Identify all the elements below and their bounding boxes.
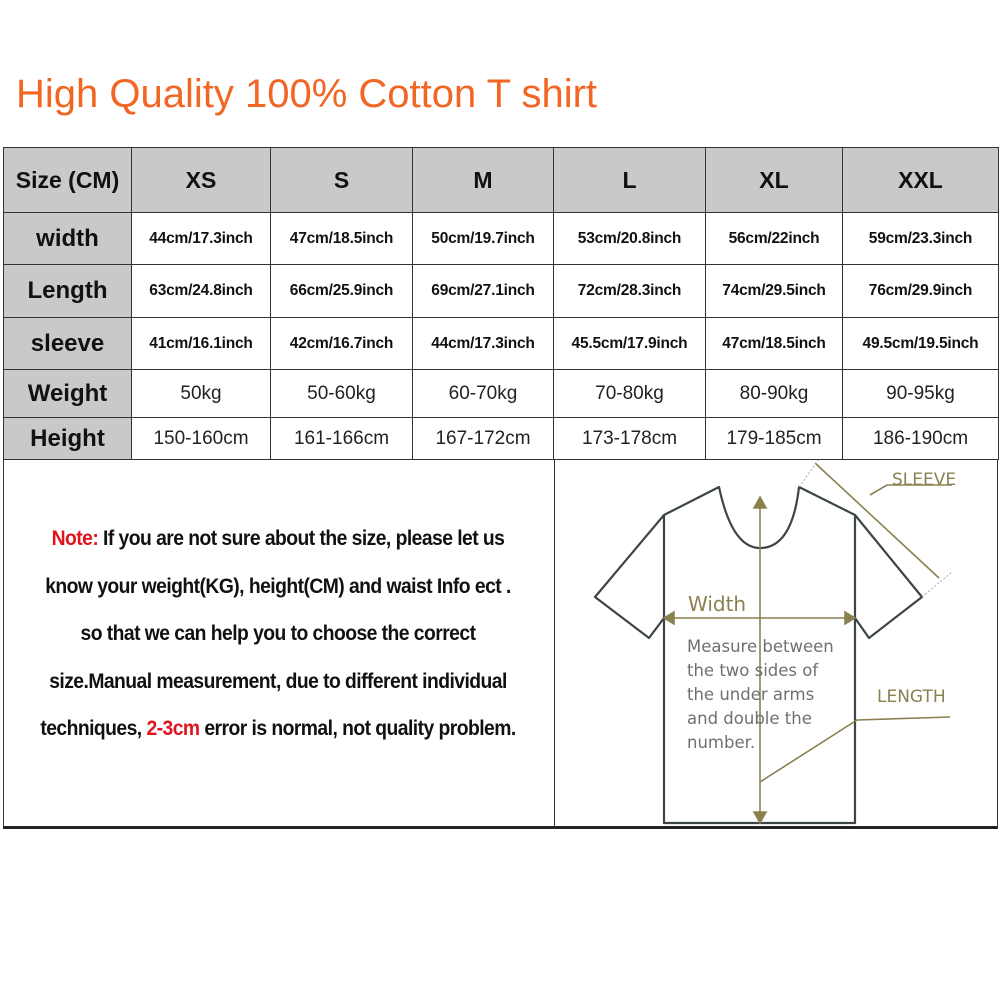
table-cell: 186-190cm xyxy=(842,417,999,460)
table-cell: 53cm/20.8inch xyxy=(553,212,706,265)
table-cell: 47cm/18.5inch xyxy=(705,317,843,370)
sleeve-arrow xyxy=(814,462,940,579)
table-cell: 76cm/29.9inch xyxy=(842,264,999,318)
note-line: techniques, xyxy=(40,717,147,740)
table-cell: 69cm/27.1inch xyxy=(412,264,554,318)
table-cell: 72cm/28.3inch xyxy=(553,264,706,318)
table-cell: 179-185cm xyxy=(705,417,843,460)
table-cell: 44cm/17.3inch xyxy=(131,212,271,265)
page-title: High Quality 100% Cotton T shirt xyxy=(16,72,598,116)
row-label: Weight xyxy=(3,369,132,418)
table-cell: 90-95kg xyxy=(842,369,999,418)
note-line: size.Manual measurement, due to differen… xyxy=(49,669,507,693)
size-header-l: L xyxy=(553,147,706,213)
size-header-s: S xyxy=(270,147,413,213)
table-cell: 50kg xyxy=(131,369,271,418)
table-row: Weight 50kg 50-60kg 60-70kg 70-80kg 80-90kg 90… xyxy=(3,369,999,418)
tshirt-measurement-diagram: SLEEVE Width LENGTH Measure between the … xyxy=(554,457,998,826)
table-cell: 70-80kg xyxy=(553,369,706,418)
size-header-xs: XS xyxy=(131,147,271,213)
measure-text: Measure between xyxy=(687,637,834,656)
table-cell: 50cm/19.7inch xyxy=(412,212,554,265)
length-label: LENGTH xyxy=(877,687,946,707)
info-panel: Note: If you are not sure about the size… xyxy=(3,457,998,829)
table-cell: 42cm/16.7inch xyxy=(270,317,413,370)
row-label: Height xyxy=(3,417,132,460)
table-cell: 41cm/16.1inch xyxy=(131,317,271,370)
table-cell: 63cm/24.8inch xyxy=(131,264,271,318)
table-cell: 45.5cm/17.9inch xyxy=(553,317,706,370)
size-header-row: Size (CM) XS S M L XL XXL xyxy=(3,147,999,213)
note-prefix: Note: xyxy=(51,527,99,550)
size-header-xxl: XXL xyxy=(842,147,999,213)
size-header-m: M xyxy=(412,147,554,213)
table-cell: 50-60kg xyxy=(270,369,413,418)
tshirt-outline xyxy=(593,485,924,825)
size-header-xl: XL xyxy=(705,147,843,213)
table-row: Height 150-160cm 161-166cm 167-172cm 173-178… xyxy=(3,417,999,460)
table-row: sleeve 41cm/16.1inch 42cm/16.7inch 44cm/17.… xyxy=(3,317,999,370)
measure-text: and double the xyxy=(687,709,812,728)
sleeve-label: SLEEVE xyxy=(892,470,956,490)
note-line: If you are not sure about the size, plea… xyxy=(98,527,505,550)
note-line: error is normal, not quality problem. xyxy=(199,717,516,740)
table-cell: 56cm/22inch xyxy=(705,212,843,265)
table-row: Length 63cm/24.8inch 66cm/25.9inch 69cm/27.… xyxy=(3,264,999,318)
size-chart-table: Size (CM) XS S M L XL XXL width 44cm/17.3inch 47c… xyxy=(3,147,999,460)
row-label: width xyxy=(3,212,132,265)
measure-text: the under arms xyxy=(687,685,814,704)
width-label: Width xyxy=(688,592,746,616)
table-cell: 150-160cm xyxy=(131,417,271,460)
table-cell: 161-166cm xyxy=(270,417,413,460)
size-note: Note: If you are not sure about the size… xyxy=(26,515,530,753)
tshirt-icon: SLEEVE Width LENGTH Measure between the … xyxy=(593,457,956,825)
table-cell: 167-172cm xyxy=(412,417,554,460)
table-row: width 44cm/17.3inch 47cm/18.5inch 50cm/19.7… xyxy=(3,212,999,265)
table-cell: 47cm/18.5inch xyxy=(270,212,413,265)
table-cell: 66cm/25.9inch xyxy=(270,264,413,318)
note-line: know your weight(KG), height(CM) and wai… xyxy=(45,574,511,598)
table-cell: 49.5cm/19.5inch xyxy=(842,317,999,370)
error-range-highlight: 2-3cm xyxy=(146,717,200,740)
note-line: so that we can help you to choose the co… xyxy=(80,622,476,645)
header-label: Size (CM) xyxy=(3,147,132,213)
table-cell: 60-70kg xyxy=(412,369,554,418)
table-cell: 59cm/23.3inch xyxy=(842,212,999,265)
measure-text: the two sides of xyxy=(687,661,819,680)
measure-text: number. xyxy=(687,733,755,752)
table-cell: 74cm/29.5inch xyxy=(705,264,843,318)
row-label: sleeve xyxy=(3,317,132,370)
table-cell: 44cm/17.3inch xyxy=(412,317,554,370)
row-label: Length xyxy=(3,264,132,318)
table-cell: 80-90kg xyxy=(705,369,843,418)
table-cell: 173-178cm xyxy=(553,417,706,460)
